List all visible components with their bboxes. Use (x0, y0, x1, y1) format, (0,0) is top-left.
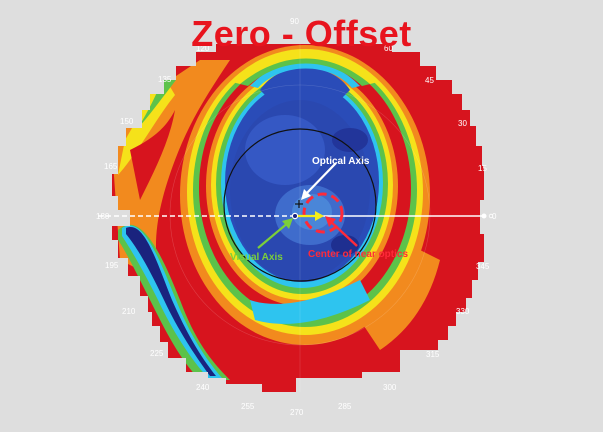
near-optics-arrowhead (325, 216, 336, 227)
visual-axis-label: Visual Axis (230, 252, 283, 263)
tick-135: 135 (158, 75, 172, 84)
tick-120: 120 (196, 44, 210, 53)
tick-300: 300 (383, 383, 397, 392)
polar-grid (169, 44, 431, 392)
tick-255: 255 (241, 402, 255, 411)
optical-axis-marker (295, 200, 303, 208)
tick-165: 165 (104, 162, 118, 171)
visual-axis-arrowhead (282, 218, 293, 229)
near-optics-arrow (328, 219, 358, 247)
near-optics-label: Center of near optics (308, 249, 408, 260)
axis-end-marker-2 (488, 213, 494, 219)
tick-285: 285 (338, 402, 352, 411)
figure-title: Zero - Offset (191, 13, 412, 54)
tick-240: 240 (196, 383, 210, 392)
tick-210: 210 (122, 307, 136, 316)
offset-arrowhead (315, 211, 324, 221)
optical-axis-arrowhead (301, 189, 311, 200)
tick-60: 60 (384, 44, 393, 53)
optical-axis-arrow (304, 162, 337, 196)
axis-end-marker (481, 213, 487, 219)
axis-degree-labels: 0 15 30 45 60 90 120 135 150 165 180 195… (96, 17, 497, 417)
tick-15: 15 (478, 164, 487, 173)
tick-150: 150 (120, 117, 134, 126)
optical-axis-label: Optical Axis (312, 156, 370, 167)
tick-330: 330 (456, 307, 470, 316)
tick-90: 90 (290, 17, 299, 26)
tick-30: 30 (458, 119, 467, 128)
near-optics-circle (302, 192, 344, 234)
tick-180: 180 (96, 212, 110, 221)
tick-195: 195 (105, 261, 119, 270)
tick-315: 315 (426, 350, 440, 359)
tick-270: 270 (290, 408, 304, 417)
tick-0: 0 (492, 212, 497, 221)
tick-345: 345 (476, 262, 490, 271)
visual-axis-point (291, 212, 299, 220)
reference-circle (223, 128, 377, 282)
tick-45: 45 (425, 76, 434, 85)
visual-axis-arrow (257, 221, 290, 249)
tick-225: 225 (150, 349, 164, 358)
